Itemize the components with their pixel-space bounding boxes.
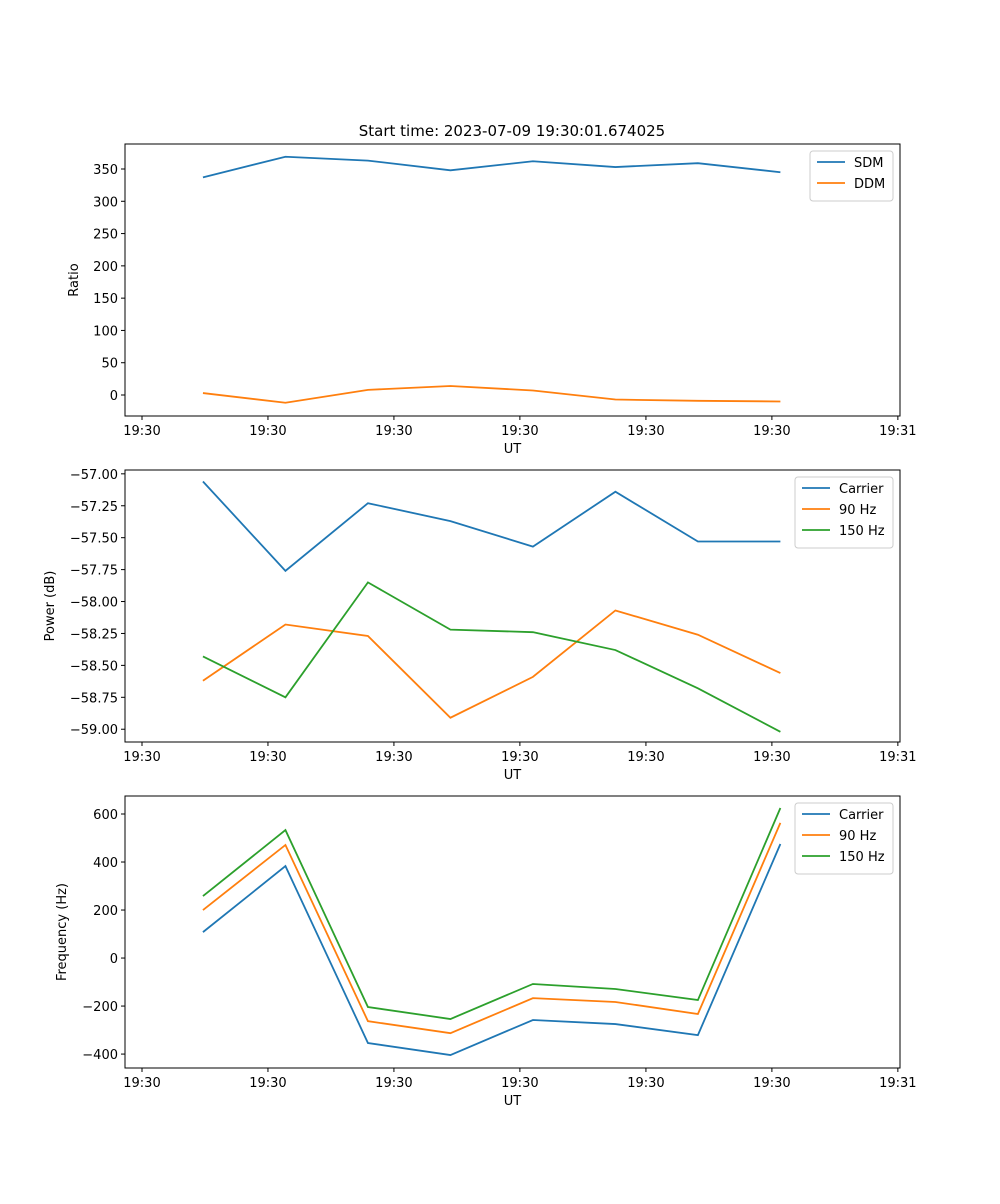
y-axis-label: Ratio bbox=[67, 263, 82, 296]
legend: Carrier 90 Hz 150 Hz bbox=[794, 802, 894, 875]
x-tick-label: 19:30 bbox=[501, 1076, 538, 1091]
axes-frame bbox=[124, 469, 901, 743]
y-tick-label: −57.25 bbox=[70, 500, 118, 515]
x-tick-label: 19:30 bbox=[249, 750, 286, 765]
legend-label: DDM bbox=[854, 177, 885, 192]
series-line-90-hz bbox=[202, 609, 781, 719]
x-tick-label: 19:30 bbox=[375, 750, 412, 765]
y-tick-label: 350 bbox=[93, 163, 118, 178]
x-tick-label: 19:30 bbox=[753, 424, 790, 439]
legend-label: 150 Hz bbox=[839, 850, 885, 865]
x-tick-label: 19:30 bbox=[375, 424, 412, 439]
x-tick-label: 19:30 bbox=[249, 424, 286, 439]
y-tick-label: −58.75 bbox=[70, 691, 118, 706]
y-tick-label: 0 bbox=[110, 952, 118, 967]
x-tick-label: 19:31 bbox=[879, 1076, 916, 1091]
y-tick-label: −58.25 bbox=[70, 627, 118, 642]
y-tick-label: −58.50 bbox=[70, 659, 118, 674]
y-tick-label: −200 bbox=[82, 1000, 118, 1015]
x-axis-label: UT bbox=[504, 768, 522, 783]
y-tick-label: −58.00 bbox=[70, 596, 118, 611]
legend-box bbox=[809, 150, 894, 202]
legend-label: Carrier bbox=[839, 808, 884, 823]
y-tick-label: 250 bbox=[93, 228, 118, 243]
series-line-carrier bbox=[202, 480, 781, 573]
legend-label: 90 Hz bbox=[839, 829, 876, 844]
series-line-90-hz bbox=[202, 822, 782, 1035]
x-tick-label: 19:30 bbox=[627, 750, 664, 765]
y-tick-label: −400 bbox=[82, 1048, 118, 1063]
axes-frame bbox=[124, 143, 901, 417]
x-tick-label: 19:30 bbox=[753, 1076, 790, 1091]
series-line-150-hz bbox=[202, 581, 781, 733]
x-tick-label: 19:30 bbox=[627, 424, 664, 439]
legend-label: 90 Hz bbox=[839, 503, 876, 518]
y-tick-label: 50 bbox=[101, 357, 118, 372]
subplot-2: 19:30 19:30 19:30 19:30 19:30 19:30 19:31 −59.0… bbox=[43, 468, 917, 783]
legend-label: 150 Hz bbox=[839, 524, 885, 539]
legend-label: SDM bbox=[854, 156, 883, 171]
x-axis-label: UT bbox=[504, 442, 522, 457]
series-line-sdm bbox=[202, 155, 781, 179]
y-tick-label: −57.50 bbox=[70, 532, 118, 547]
x-tick-label: 19:30 bbox=[123, 424, 160, 439]
axes-frame bbox=[124, 795, 901, 1069]
legend-label: Carrier bbox=[839, 482, 884, 497]
y-tick-label: −57.75 bbox=[70, 564, 118, 579]
x-tick-label: 19:31 bbox=[879, 424, 916, 439]
y-tick-label: 200 bbox=[93, 904, 118, 919]
y-axis-label: Power (dB) bbox=[43, 571, 58, 642]
y-tick-label: 150 bbox=[93, 292, 118, 307]
x-tick-label: 19:30 bbox=[753, 750, 790, 765]
legend: SDM DDM bbox=[809, 150, 894, 202]
x-tick-label: 19:30 bbox=[375, 1076, 412, 1091]
x-tick-label: 19:30 bbox=[501, 424, 538, 439]
y-tick-label: −57.00 bbox=[70, 468, 118, 483]
y-tick-label: 400 bbox=[93, 856, 118, 871]
x-tick-label: 19:30 bbox=[249, 1076, 286, 1091]
y-tick-label: 300 bbox=[93, 195, 118, 210]
y-tick-label: −59.00 bbox=[70, 723, 118, 738]
y-tick-label: 200 bbox=[93, 260, 118, 275]
legend: Carrier 90 Hz 150 Hz bbox=[794, 476, 894, 549]
x-tick-label: 19:30 bbox=[123, 1076, 160, 1091]
y-axis-label: Frequency (Hz) bbox=[55, 883, 70, 981]
y-tick-label: 100 bbox=[93, 324, 118, 339]
series-line-150-hz bbox=[202, 807, 782, 1020]
x-tick-label: 19:30 bbox=[123, 750, 160, 765]
subplot-3: 19:30 19:30 19:30 19:30 19:30 19:30 19:31 −400 −… bbox=[55, 795, 917, 1109]
x-axis-label: UT bbox=[504, 1094, 522, 1109]
y-tick-label: 0 bbox=[110, 389, 118, 404]
series-line-ddm bbox=[202, 385, 781, 404]
subplot-1: 19:30 19:30 19:30 19:30 19:30 19:30 19:31 0 50 10… bbox=[67, 143, 917, 457]
y-tick-label: 600 bbox=[93, 808, 118, 823]
x-tick-label: 19:30 bbox=[627, 1076, 664, 1091]
chart-title: Start time: 2023-07-09 19:30:01.674025 bbox=[359, 122, 665, 140]
series-line-carrier bbox=[202, 843, 782, 1056]
x-tick-label: 19:31 bbox=[879, 750, 916, 765]
x-tick-label: 19:30 bbox=[501, 750, 538, 765]
